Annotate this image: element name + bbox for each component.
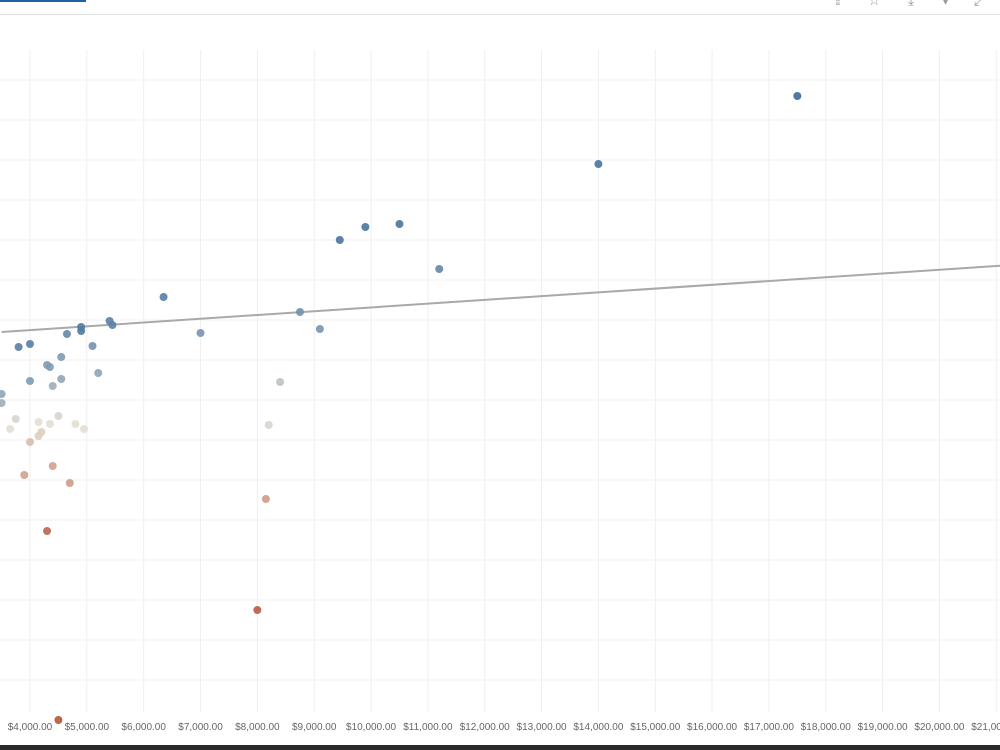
- data-point[interactable]: [65, 479, 74, 487]
- data-point[interactable]: [6, 425, 15, 433]
- data-point[interactable]: [335, 236, 344, 244]
- data-point[interactable]: [11, 415, 20, 423]
- data-point[interactable]: [94, 369, 103, 377]
- x-tick-label: $12,000.00: [460, 722, 510, 733]
- data-point[interactable]: [34, 418, 43, 426]
- x-tick-label: $10,000.00: [346, 722, 396, 733]
- data-point[interactable]: [57, 353, 66, 361]
- data-point[interactable]: [62, 330, 71, 338]
- expand-icon[interactable]: ⤢: [974, 0, 986, 8]
- data-point[interactable]: [159, 293, 168, 301]
- x-tick-label: $7,000.00: [178, 722, 223, 733]
- data-point[interactable]: [264, 421, 273, 429]
- data-point[interactable]: [594, 160, 603, 168]
- data-point[interactable]: [276, 378, 285, 386]
- data-points: [0, 92, 802, 724]
- download-icon[interactable]: ⤓: [908, 0, 915, 8]
- data-point[interactable]: [253, 606, 262, 614]
- x-tick-label: $11,000.00: [403, 722, 453, 733]
- data-point[interactable]: [108, 321, 117, 329]
- data-point[interactable]: [26, 438, 34, 446]
- pin-icon[interactable]: ▾: [942, 0, 950, 8]
- data-point[interactable]: [57, 375, 66, 383]
- x-tick-label: $5,000.00: [65, 722, 110, 733]
- data-point[interactable]: [48, 462, 57, 470]
- data-point[interactable]: [43, 527, 52, 535]
- x-tick-label: $8,000.00: [235, 722, 280, 733]
- data-point[interactable]: [0, 390, 6, 398]
- x-tick-label: $16,000.00: [687, 722, 737, 733]
- x-tick-label: $4,000.00: [8, 722, 53, 733]
- top-toolbar: ⇪ ☆ ⤓ ▾ ⤢: [0, 0, 1000, 15]
- x-tick-label: $14,000.00: [573, 722, 623, 733]
- data-point[interactable]: [34, 432, 43, 440]
- trend-line-group: [1, 264, 1000, 333]
- data-point[interactable]: [48, 382, 57, 390]
- x-tick-label: $6,000.00: [121, 722, 166, 733]
- x-tick-label: $20,000.00: [914, 722, 964, 733]
- data-point[interactable]: [88, 342, 97, 350]
- data-point[interactable]: [261, 495, 270, 503]
- star-icon[interactable]: ☆: [868, 0, 881, 8]
- data-point[interactable]: [395, 220, 404, 228]
- x-axis-ticks: $4,000.00 $5,000.00 $6,000.00 $7,000.00 $8,0…: [8, 722, 1000, 733]
- x-tick-label: $21,000.00: [971, 722, 1000, 733]
- view-link[interactable]: [0, 0, 86, 2]
- data-point[interactable]: [45, 420, 54, 428]
- x-tick-label: $19,000.00: [858, 722, 908, 733]
- data-point[interactable]: [295, 308, 304, 316]
- data-point[interactable]: [14, 343, 23, 351]
- share-icon[interactable]: ⇪: [832, 0, 844, 8]
- data-point[interactable]: [77, 327, 86, 335]
- data-point[interactable]: [20, 471, 29, 479]
- x-tick-label: $17,000.00: [744, 722, 794, 733]
- x-tick-label: $9,000.00: [292, 722, 337, 733]
- data-point[interactable]: [196, 329, 205, 337]
- data-point[interactable]: [361, 223, 370, 231]
- data-point[interactable]: [79, 425, 88, 433]
- x-tick-label: $15,000.00: [630, 722, 680, 733]
- data-point[interactable]: [26, 340, 34, 348]
- x-tick-label: $18,000.00: [801, 722, 851, 733]
- data-point[interactable]: [435, 265, 444, 273]
- data-point[interactable]: [71, 420, 80, 428]
- data-point[interactable]: [45, 363, 54, 371]
- x-tick-label: $13,000.00: [517, 722, 567, 733]
- bottom-scrollbar[interactable]: [0, 745, 1000, 750]
- data-point[interactable]: [26, 377, 34, 385]
- data-point[interactable]: [793, 92, 802, 100]
- plot-grid: [0, 50, 1000, 712]
- trend-line: [1, 264, 1000, 333]
- data-point[interactable]: [54, 412, 63, 420]
- data-point[interactable]: [0, 399, 6, 407]
- data-point[interactable]: [54, 716, 63, 724]
- data-point[interactable]: [315, 325, 324, 333]
